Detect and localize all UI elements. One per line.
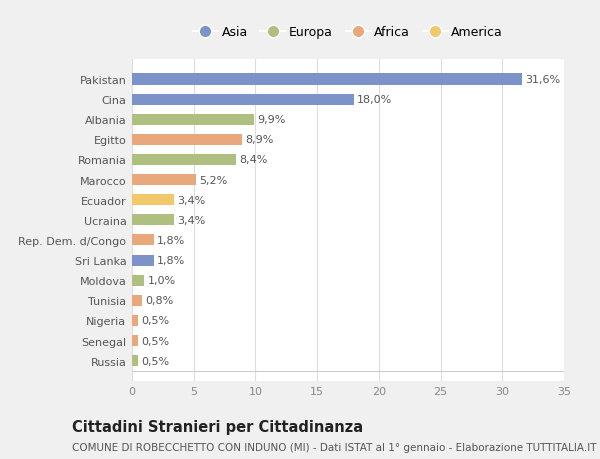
Legend: Asia, Europa, Africa, America: Asia, Europa, Africa, America [188, 21, 508, 44]
Text: 9,9%: 9,9% [257, 115, 286, 125]
Bar [132, 355, 138, 366]
Bar [132, 95, 354, 106]
Bar [132, 215, 174, 226]
Bar [132, 275, 145, 286]
Text: 1,0%: 1,0% [148, 275, 176, 285]
Text: 0,5%: 0,5% [141, 336, 169, 346]
Bar [132, 74, 522, 85]
Text: 3,4%: 3,4% [177, 215, 205, 225]
Text: 3,4%: 3,4% [177, 195, 205, 205]
Bar [132, 315, 138, 326]
Bar [132, 255, 154, 266]
Text: 31,6%: 31,6% [525, 75, 560, 85]
Text: 1,8%: 1,8% [157, 235, 185, 246]
Text: 1,8%: 1,8% [157, 256, 185, 265]
Text: 0,8%: 0,8% [145, 296, 173, 306]
Bar [132, 155, 236, 166]
Bar [132, 195, 174, 206]
Text: 18,0%: 18,0% [357, 95, 392, 105]
Text: 8,4%: 8,4% [239, 155, 267, 165]
Bar [132, 295, 142, 306]
Text: 5,2%: 5,2% [199, 175, 227, 185]
Bar [132, 335, 138, 346]
Bar [132, 235, 154, 246]
Text: Cittadini Stranieri per Cittadinanza: Cittadini Stranieri per Cittadinanza [72, 419, 363, 434]
Bar [132, 174, 196, 186]
Text: COMUNE DI ROBECCHETTO CON INDUNO (MI) - Dati ISTAT al 1° gennaio - Elaborazione : COMUNE DI ROBECCHETTO CON INDUNO (MI) - … [72, 442, 596, 452]
Text: 0,5%: 0,5% [141, 316, 169, 326]
Text: 8,9%: 8,9% [245, 135, 274, 145]
Bar [132, 114, 254, 125]
Bar [132, 134, 242, 146]
Text: 0,5%: 0,5% [141, 356, 169, 366]
